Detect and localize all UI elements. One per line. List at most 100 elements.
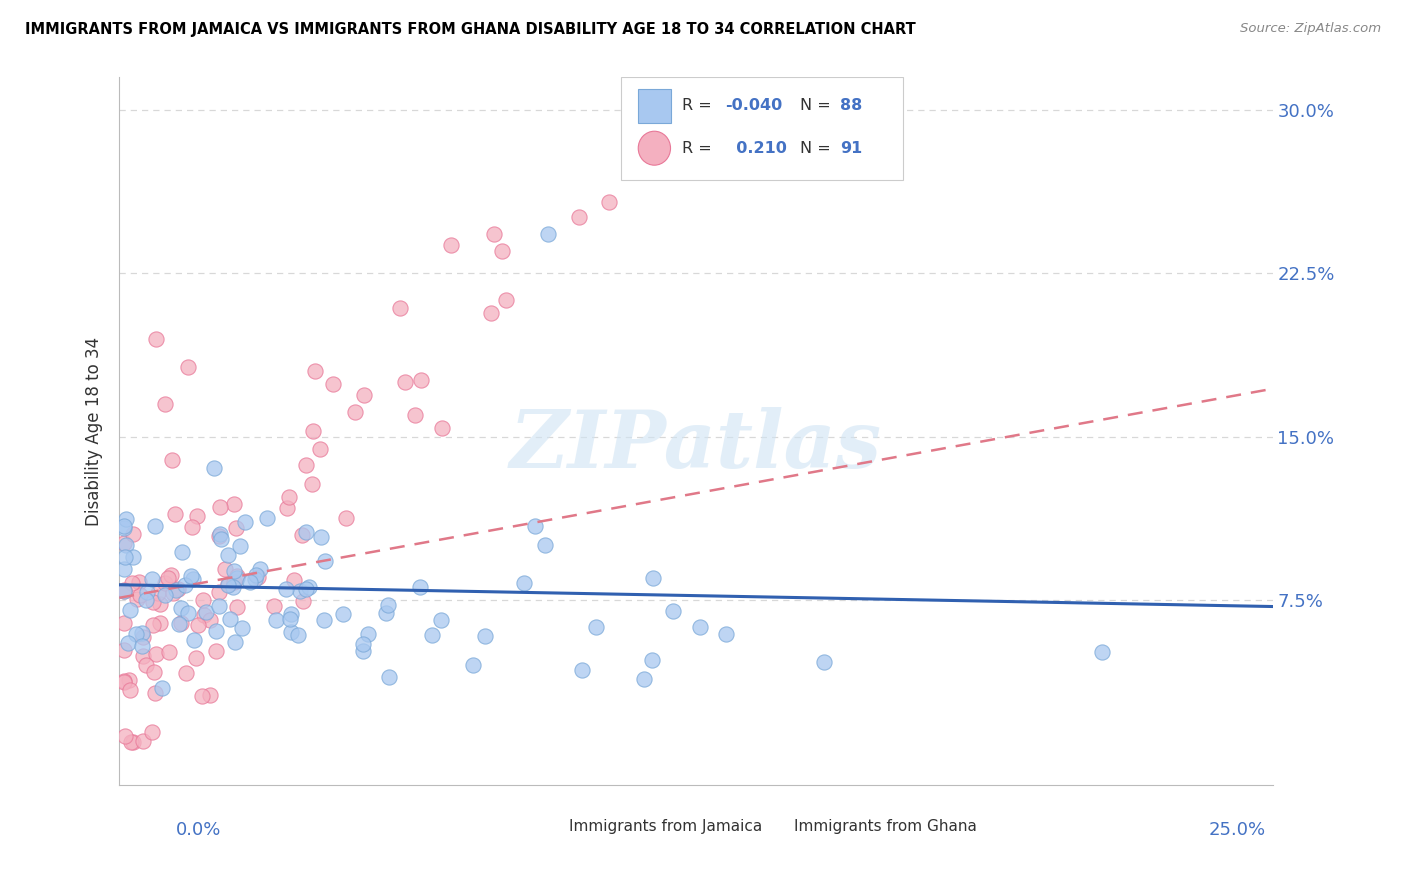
Point <box>353 388 375 402</box>
Point <box>288 583 311 598</box>
Point <box>229 539 252 553</box>
Point <box>114 550 136 565</box>
Point <box>394 376 416 390</box>
Point <box>186 509 208 524</box>
Point <box>145 647 167 661</box>
Point <box>162 586 184 600</box>
Point <box>309 530 332 544</box>
Point <box>585 619 607 633</box>
Point <box>295 524 318 539</box>
Point <box>534 538 557 552</box>
Point <box>177 606 200 620</box>
Point <box>191 592 214 607</box>
Point <box>135 585 157 599</box>
Point <box>112 584 135 599</box>
Point <box>112 535 135 549</box>
Point <box>314 554 336 568</box>
Text: Immigrants from Ghana: Immigrants from Ghana <box>794 819 977 834</box>
Point <box>217 577 239 591</box>
Point <box>263 599 285 614</box>
Point <box>184 650 207 665</box>
Text: N =: N = <box>800 98 835 113</box>
Point <box>309 442 332 457</box>
Point <box>209 500 232 515</box>
Point <box>170 601 193 615</box>
Point <box>157 645 180 659</box>
Point <box>209 533 232 547</box>
Point <box>312 613 335 627</box>
Point <box>112 521 135 535</box>
Point <box>135 657 157 672</box>
Point <box>204 624 226 638</box>
Y-axis label: Disability Age 18 to 34: Disability Age 18 to 34 <box>86 336 103 525</box>
Point <box>143 686 166 700</box>
Point <box>200 613 222 627</box>
Point <box>474 629 496 643</box>
Point <box>132 733 155 747</box>
Point <box>222 564 245 578</box>
Point <box>332 607 354 622</box>
Point <box>278 490 301 504</box>
Point <box>112 674 135 689</box>
Point <box>420 628 443 642</box>
Point <box>208 599 231 614</box>
Point <box>224 497 246 511</box>
Point <box>157 570 180 584</box>
Point <box>432 421 454 435</box>
Point <box>495 293 517 308</box>
Point <box>155 397 177 411</box>
Point <box>247 570 270 584</box>
Ellipse shape <box>638 131 671 165</box>
Point <box>295 458 318 473</box>
Text: 25.0%: 25.0% <box>1208 821 1265 838</box>
Point <box>202 461 225 475</box>
Point <box>264 613 287 627</box>
FancyBboxPatch shape <box>534 815 560 837</box>
Point <box>491 244 513 258</box>
Point <box>155 588 177 602</box>
Text: -0.040: -0.040 <box>724 98 782 113</box>
Point <box>194 605 217 619</box>
Point <box>174 577 197 591</box>
Text: N =: N = <box>800 141 835 156</box>
Point <box>172 544 194 558</box>
Point <box>295 582 318 597</box>
Point <box>225 571 247 585</box>
Point <box>641 653 664 667</box>
FancyBboxPatch shape <box>638 89 671 123</box>
Point <box>190 689 212 703</box>
Point <box>813 655 835 669</box>
Point <box>304 364 326 378</box>
Point <box>217 548 239 562</box>
Point <box>225 521 247 535</box>
Point <box>114 519 136 533</box>
Point <box>335 511 357 525</box>
Text: ZIPatlas: ZIPatlas <box>510 407 882 484</box>
Point <box>142 595 165 609</box>
Point <box>142 618 165 632</box>
Point <box>219 612 242 626</box>
Point <box>149 597 172 611</box>
Point <box>357 627 380 641</box>
Point <box>160 452 183 467</box>
Point <box>115 539 138 553</box>
Point <box>112 583 135 598</box>
Point <box>167 582 190 597</box>
Point <box>141 572 163 586</box>
Point <box>204 643 226 657</box>
Point <box>239 574 262 589</box>
Point <box>131 640 153 654</box>
Text: Immigrants from Jamaica: Immigrants from Jamaica <box>569 819 762 834</box>
Point <box>482 227 505 241</box>
Point <box>146 586 169 600</box>
Point <box>568 210 591 224</box>
Point <box>523 519 546 533</box>
Point <box>440 238 463 252</box>
Point <box>641 571 664 585</box>
Point <box>135 592 157 607</box>
Point <box>245 568 267 582</box>
Point <box>163 508 186 522</box>
Point <box>233 516 256 530</box>
Point <box>129 588 152 602</box>
Point <box>571 663 593 677</box>
